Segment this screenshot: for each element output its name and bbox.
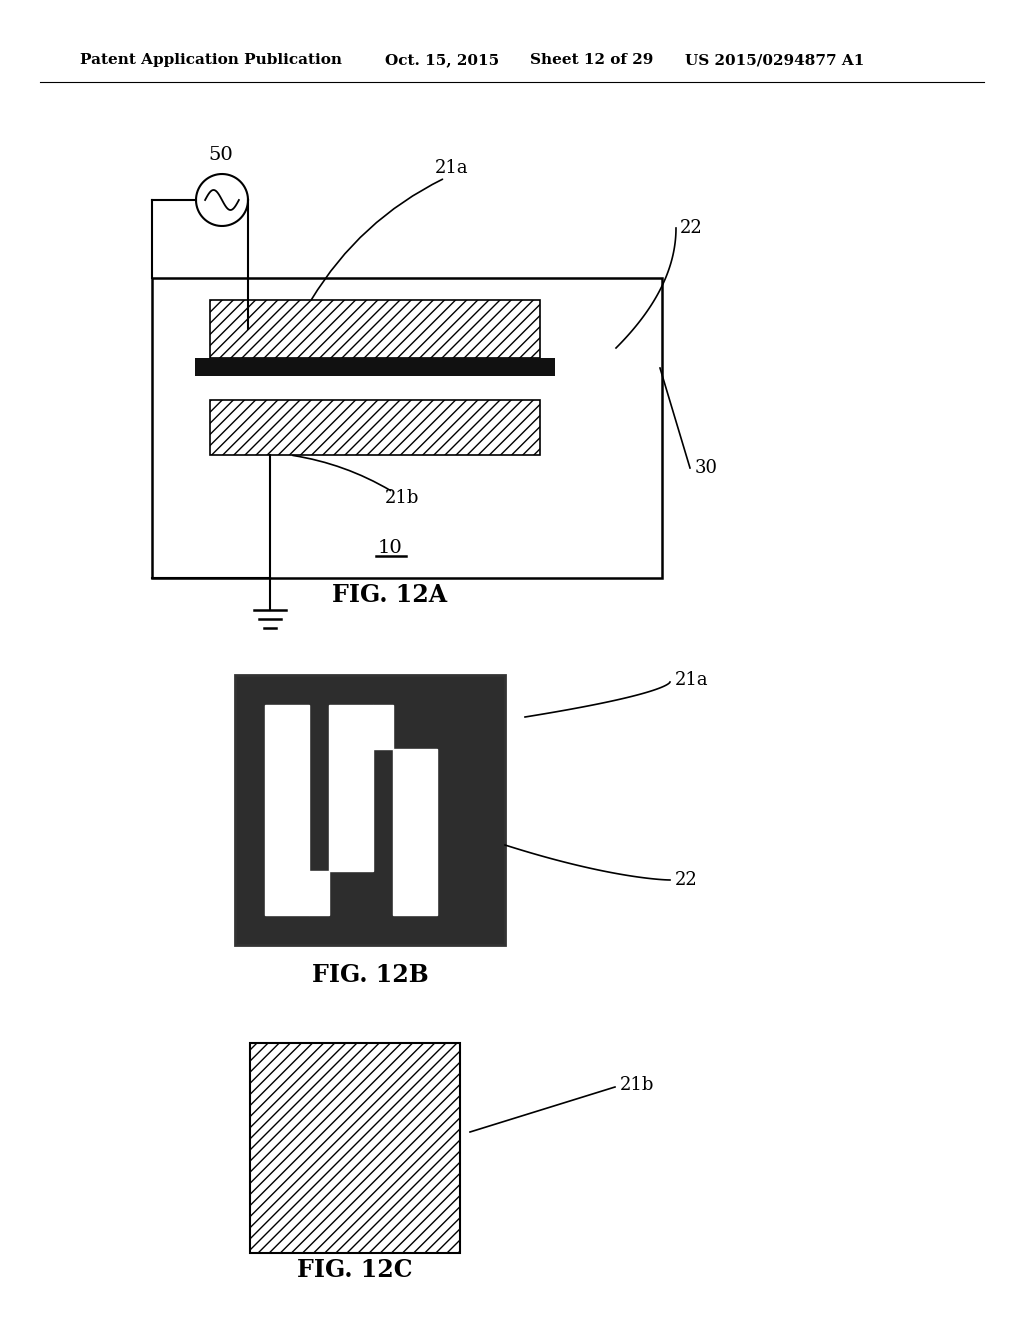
Text: FIG. 12C: FIG. 12C [297,1258,413,1282]
Bar [250,1043,460,1253]
Text: 21b: 21b [385,488,420,507]
Bar [393,748,437,915]
Text: 10: 10 [378,539,402,557]
Text: 21a: 21a [675,671,709,689]
Bar [195,358,555,376]
Text: Oct. 15, 2015: Oct. 15, 2015 [385,53,499,67]
Bar [210,400,540,455]
Bar [152,279,662,578]
Text: Sheet 12 of 29: Sheet 12 of 29 [530,53,653,67]
Bar [309,871,329,915]
Text: 21a: 21a [435,158,469,177]
Bar [265,705,309,915]
Bar [329,705,373,871]
Text: Patent Application Publication: Patent Application Publication [80,53,342,67]
Text: 22: 22 [680,219,702,238]
Text: 50: 50 [208,147,232,164]
Bar [373,705,393,748]
Text: 21b: 21b [620,1076,654,1094]
Text: FIG. 12B: FIG. 12B [311,964,428,987]
Bar [210,300,540,358]
Text: FIG. 12A: FIG. 12A [333,583,447,607]
Text: 22: 22 [675,871,697,888]
Text: US 2015/0294877 A1: US 2015/0294877 A1 [685,53,864,67]
Bar [234,675,505,945]
Text: 30: 30 [695,459,718,477]
